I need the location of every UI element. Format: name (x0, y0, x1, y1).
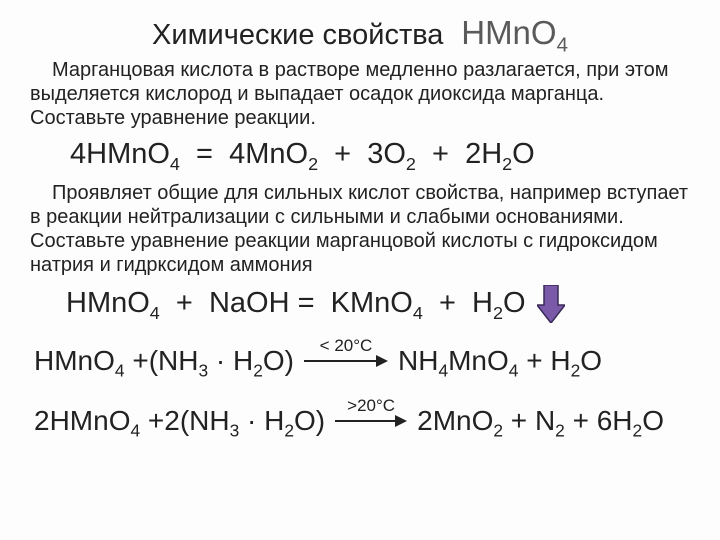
equation-nh3-low-temp: HMnO4 +(NH3 · H2O) < 20°C NH4MnO4 + H2O (20, 345, 700, 377)
equation-decomposition: 4HMnO4 = 4MnO2 + 3O2 + 2H2O (20, 138, 700, 171)
precipitate-arrow-icon (538, 285, 564, 323)
arrow-condition: < 20°C (304, 336, 388, 356)
arrow-condition: >20°C (335, 396, 407, 416)
reaction-arrow-icon: >20°C (335, 410, 407, 432)
eq4-left: 2HMnO4 +2(NH3 · H2O) (34, 405, 325, 437)
paragraph-2: Проявляет общие для сильных кислот свойс… (30, 181, 690, 277)
eq3-right: NH4MnO4 + H2O (398, 345, 602, 377)
eq4-right: 2MnO2 + N2 + 6H2O (417, 405, 664, 437)
eq3-left: HMnO4 +(NH3 · H2O) (34, 345, 294, 377)
equation-neutralization: HMnO4 + NaOH = KMnO4 + H2O (20, 285, 700, 323)
eq1-content: 4HMnO4 = 4MnO2 + 3O2 + 2H2O (70, 138, 535, 170)
slide: Химические свойства HMnO4 Марганцовая ки… (0, 0, 720, 540)
eq2-content: HMnO4 + NaOH = KMnO4 + H2O (66, 287, 526, 319)
equation-nh3-high-temp: 2HMnO4 +2(NH3 · H2O) >20°C 2MnO2 + N2 + … (20, 405, 700, 437)
title-row: Химические свойства HMnO4 (20, 14, 700, 52)
paragraph-1: Марганцовая кислота в растворе медленно … (30, 58, 690, 130)
reaction-arrow-icon: < 20°C (304, 350, 388, 372)
title-main: Химические свойства (152, 19, 443, 51)
title-formula: HMnO4 (461, 14, 568, 51)
